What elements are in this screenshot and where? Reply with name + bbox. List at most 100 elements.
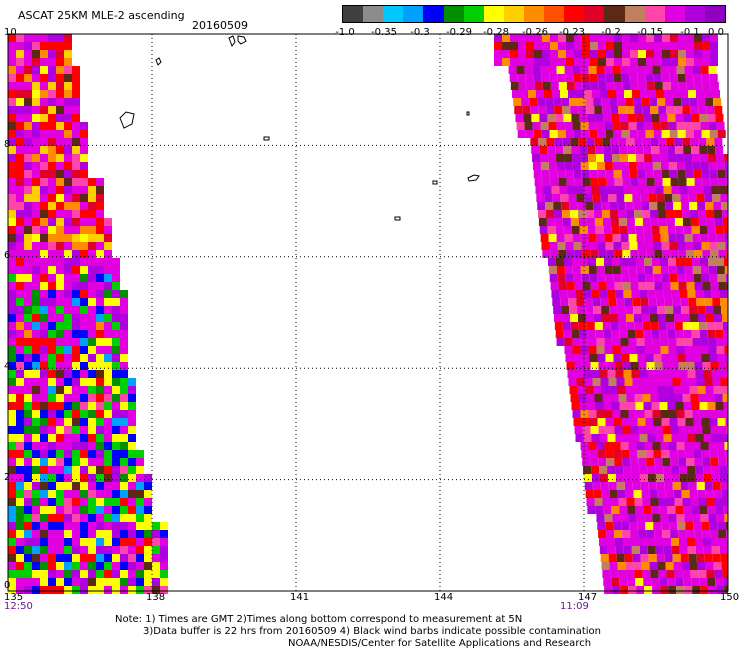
data-cell	[639, 546, 648, 554]
data-cell	[72, 402, 80, 410]
data-cell	[542, 58, 550, 66]
data-cell	[710, 282, 719, 290]
data-cell	[692, 66, 701, 74]
data-cell	[598, 82, 607, 90]
data-cell	[717, 170, 726, 178]
data-cell	[610, 106, 619, 114]
data-cell	[642, 498, 651, 506]
data-cell	[16, 250, 24, 258]
data-cell	[56, 50, 64, 58]
data-cell	[641, 202, 650, 210]
data-cell	[120, 370, 128, 378]
data-cell	[600, 194, 609, 202]
data-cell	[696, 378, 705, 386]
data-cell	[56, 386, 64, 394]
data-cell	[598, 250, 607, 258]
data-cell	[534, 58, 542, 66]
data-cell	[128, 530, 136, 538]
data-cell	[104, 346, 112, 354]
data-cell	[48, 114, 56, 122]
data-cell	[48, 450, 56, 458]
data-cell	[660, 338, 669, 346]
data-cell	[24, 82, 32, 90]
data-cell	[88, 474, 96, 482]
data-cell	[96, 346, 104, 354]
data-cell	[160, 570, 168, 578]
data-cell	[64, 474, 72, 482]
data-cell	[671, 546, 680, 554]
data-cell	[523, 114, 532, 122]
data-cell	[136, 482, 144, 490]
data-cell	[104, 546, 112, 554]
data-cell	[32, 306, 40, 314]
data-cell	[72, 82, 80, 90]
lat-label: 0	[4, 580, 11, 591]
data-cell	[624, 298, 633, 306]
data-cell	[580, 338, 589, 346]
data-cell	[570, 210, 579, 218]
data-cell	[572, 162, 581, 170]
data-cell	[574, 42, 582, 50]
legend-label: 0.0	[708, 27, 724, 38]
data-cell	[16, 458, 24, 466]
data-cell	[8, 122, 16, 130]
data-cell	[670, 42, 678, 50]
data-cell	[593, 306, 602, 314]
data-cell	[8, 370, 16, 378]
data-cell	[128, 498, 136, 506]
data-cell	[629, 130, 638, 138]
data-cell	[684, 154, 693, 162]
data-cell	[64, 426, 72, 434]
lon-label: 138	[146, 592, 166, 603]
data-cell	[719, 538, 727, 546]
data-cell	[662, 50, 670, 58]
data-cell	[48, 186, 56, 194]
data-cell	[24, 34, 32, 42]
data-cell	[623, 434, 632, 442]
data-cell	[723, 226, 728, 234]
data-cell	[628, 586, 637, 594]
data-cell	[56, 298, 64, 306]
data-cell	[88, 330, 96, 338]
data-cell	[572, 410, 581, 418]
data-cell	[72, 250, 80, 258]
data-cell	[64, 106, 72, 114]
data-cell	[710, 58, 718, 66]
data-cell	[614, 250, 623, 258]
data-cell	[16, 322, 24, 330]
data-cell	[692, 234, 701, 242]
data-cell	[693, 74, 702, 82]
data-cell	[655, 186, 664, 194]
data-cell	[676, 266, 685, 274]
data-cell	[560, 90, 568, 98]
data-cell	[518, 34, 526, 42]
data-cell	[56, 178, 64, 186]
data-cell	[695, 538, 703, 546]
data-cell	[494, 34, 502, 42]
data-cell	[659, 402, 668, 410]
data-cell	[656, 482, 665, 490]
data-cell	[24, 66, 32, 74]
data-cell	[8, 378, 16, 386]
data-cell	[120, 538, 128, 546]
data-cell	[636, 154, 645, 162]
data-cell	[120, 562, 128, 570]
data-cell	[88, 562, 96, 570]
data-cell	[88, 442, 96, 450]
data-cell	[678, 282, 687, 290]
data-cell	[570, 322, 579, 330]
data-cell	[610, 210, 619, 218]
data-cell	[562, 218, 571, 226]
data-cell	[582, 58, 590, 66]
legend-swatch-magenta	[664, 6, 685, 22]
data-cell	[8, 386, 16, 394]
data-cell	[628, 442, 637, 450]
data-cell	[72, 482, 80, 490]
data-cell	[719, 370, 728, 378]
data-cell	[562, 322, 571, 330]
data-cell	[104, 338, 112, 346]
data-cell	[516, 66, 525, 74]
data-cell	[64, 90, 72, 98]
data-cell	[585, 386, 594, 394]
